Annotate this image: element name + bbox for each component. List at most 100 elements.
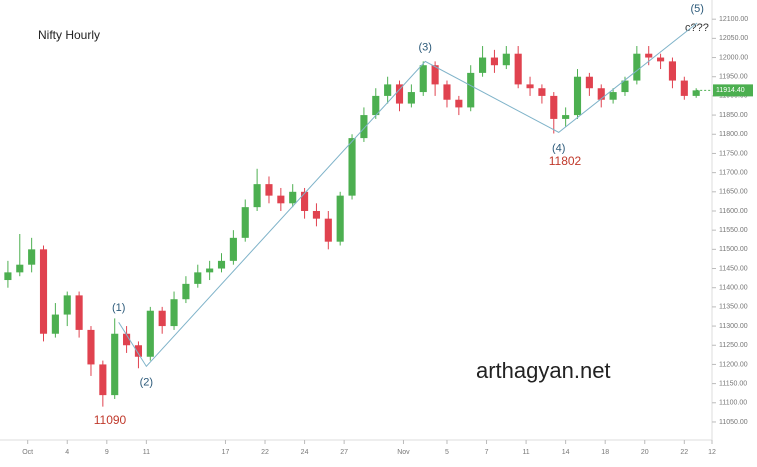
y-tick-label: 11400.00: [719, 285, 748, 292]
candle-body: [419, 65, 427, 93]
candle-body: [336, 195, 344, 242]
candle-body: [146, 310, 154, 357]
candle-body: [253, 184, 261, 208]
candle-body: [443, 84, 451, 100]
watermark: arthagyan.net: [476, 358, 611, 383]
candle-body: [490, 57, 499, 66]
x-tick-label: 12: [708, 449, 716, 456]
x-tick-label: 22: [261, 449, 269, 456]
last-price-box: [713, 84, 753, 97]
candle-body: [633, 53, 641, 81]
candle-body: [99, 364, 107, 396]
candle-body: [63, 295, 71, 315]
candle-body: [360, 115, 368, 139]
y-tick-label: 11350.00: [719, 304, 748, 311]
candle-body: [585, 76, 593, 89]
x-tick-label: 27: [340, 449, 348, 456]
x-tick-label: 5: [445, 449, 449, 456]
candle-body: [395, 84, 404, 104]
annotation: 11802: [549, 154, 582, 168]
candle-body: [312, 210, 321, 219]
candle-body: [111, 333, 119, 396]
candle-body: [467, 72, 475, 108]
candle-body: [621, 80, 629, 93]
x-tick-label: 11: [522, 449, 529, 456]
y-tick-label: 12000.00: [719, 54, 748, 61]
candle-body: [597, 88, 605, 100]
x-tick-label: 18: [601, 449, 609, 456]
candle-body: [668, 61, 677, 81]
candle-body: [4, 272, 12, 281]
wave-label: (3): [418, 41, 431, 53]
y-tick-label: 11800.00: [719, 131, 748, 138]
x-tick-label: 9: [105, 449, 109, 456]
y-tick-label: 11650.00: [719, 189, 748, 196]
y-tick-label: 11250.00: [719, 342, 748, 349]
candle-body: [538, 88, 546, 96]
wave-label: (5): [690, 3, 703, 15]
x-tick-label: 17: [222, 449, 230, 456]
candle-body: [550, 95, 558, 119]
candle-body: [573, 76, 582, 116]
candle-body: [134, 345, 143, 357]
x-tick-label: 24: [301, 449, 309, 456]
candle-body: [158, 310, 166, 327]
y-tick-label: 11500.00: [719, 246, 748, 253]
candle-body: [324, 218, 332, 242]
y-tick-label: 11050.00: [719, 419, 748, 426]
y-tick-label: 11700.00: [719, 169, 748, 176]
candle-body: [229, 237, 237, 261]
annotation: c???: [685, 22, 709, 34]
candle-body: [39, 249, 48, 334]
y-tick-label: 11600.00: [719, 208, 748, 215]
candle-body: [657, 57, 665, 62]
candle-body: [16, 264, 24, 273]
y-tick-label: 11200.00: [719, 361, 748, 368]
chart-title: Nifty Hourly: [38, 28, 100, 42]
candle-body: [301, 191, 309, 211]
annotation: 11090: [94, 413, 127, 427]
candle-body: [384, 84, 392, 96]
candle-body: [348, 138, 356, 196]
candle-body: [206, 268, 214, 273]
wave-label: (2): [140, 376, 153, 388]
candle-body: [51, 314, 59, 334]
y-tick-label: 11100.00: [719, 400, 747, 407]
y-tick-label: 12100.00: [719, 16, 748, 23]
candle-body: [75, 295, 83, 330]
candle-body: [562, 115, 570, 119]
candle-body: [123, 333, 131, 346]
x-tick-label: 20: [641, 449, 649, 456]
candle-body: [407, 92, 415, 104]
candle-body: [289, 191, 297, 204]
candle-body: [277, 195, 285, 204]
candle-body: [609, 92, 617, 100]
candle-body: [87, 329, 95, 365]
y-tick-label: 11750.00: [719, 150, 748, 157]
candle-body: [692, 90, 700, 96]
y-tick-label: 11850.00: [719, 112, 748, 119]
x-tick-label: Oct: [22, 449, 33, 456]
candle-body: [28, 249, 36, 265]
x-tick-label: 22: [680, 449, 688, 456]
last-price-label: 11914.40: [716, 87, 745, 94]
x-tick-label: Nov: [397, 449, 410, 456]
candle-body: [645, 53, 653, 58]
y-tick-label: 11950.00: [719, 74, 748, 81]
candle-body: [514, 53, 522, 85]
y-tick-label: 11300.00: [719, 323, 748, 330]
candle-body: [455, 99, 463, 108]
candle-body: [479, 57, 487, 73]
wave-label: (4): [552, 142, 565, 154]
x-tick-label: 4: [65, 449, 69, 456]
candle-body: [194, 272, 202, 284]
wave-label: (1): [112, 302, 125, 314]
candle-body: [431, 65, 439, 85]
y-tick-label: 12050.00: [719, 35, 748, 42]
x-tick-label: 14: [562, 449, 570, 456]
candle-body: [182, 283, 190, 300]
wave-line: [118, 22, 698, 368]
y-tick-label: 11150.00: [719, 380, 747, 387]
candle-body: [680, 80, 688, 96]
